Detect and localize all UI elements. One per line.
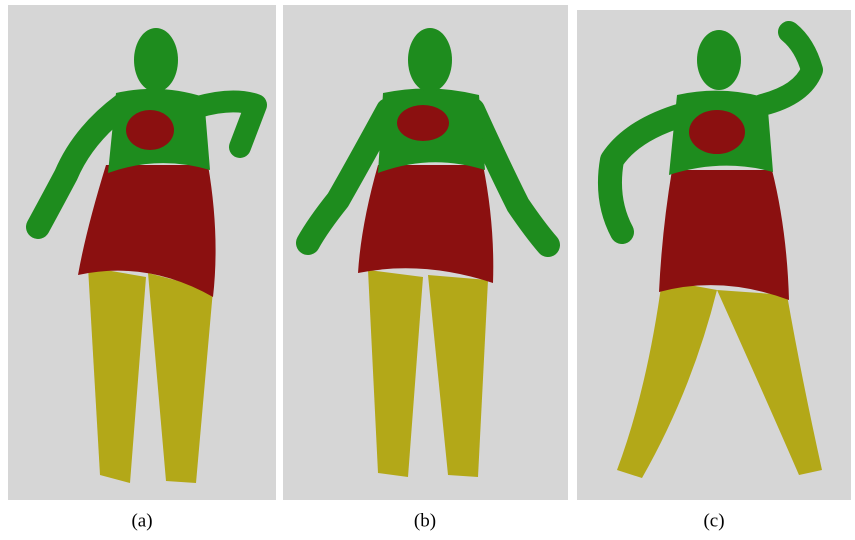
leg: [717, 290, 822, 475]
panel-label: (a): [131, 510, 152, 531]
dress: [78, 165, 216, 297]
panel-b: [283, 5, 568, 500]
chest: [689, 110, 745, 154]
leg: [368, 270, 423, 477]
chest: [397, 105, 449, 141]
arm: [296, 98, 400, 255]
head: [134, 28, 178, 92]
panel-label: (b): [414, 510, 436, 531]
head: [697, 30, 741, 90]
leg: [617, 280, 717, 478]
leg: [148, 273, 213, 483]
dress: [358, 165, 494, 283]
leg: [428, 275, 488, 477]
panel-label: (c): [703, 510, 724, 531]
arm: [187, 90, 267, 158]
arm: [26, 93, 135, 239]
head: [408, 28, 452, 92]
panel-a: [8, 5, 276, 500]
arm: [751, 21, 823, 116]
panel-c: [577, 10, 851, 500]
chest: [126, 110, 174, 150]
dress: [659, 170, 789, 300]
arm: [598, 103, 694, 244]
arm: [461, 98, 560, 257]
leg: [88, 267, 146, 483]
